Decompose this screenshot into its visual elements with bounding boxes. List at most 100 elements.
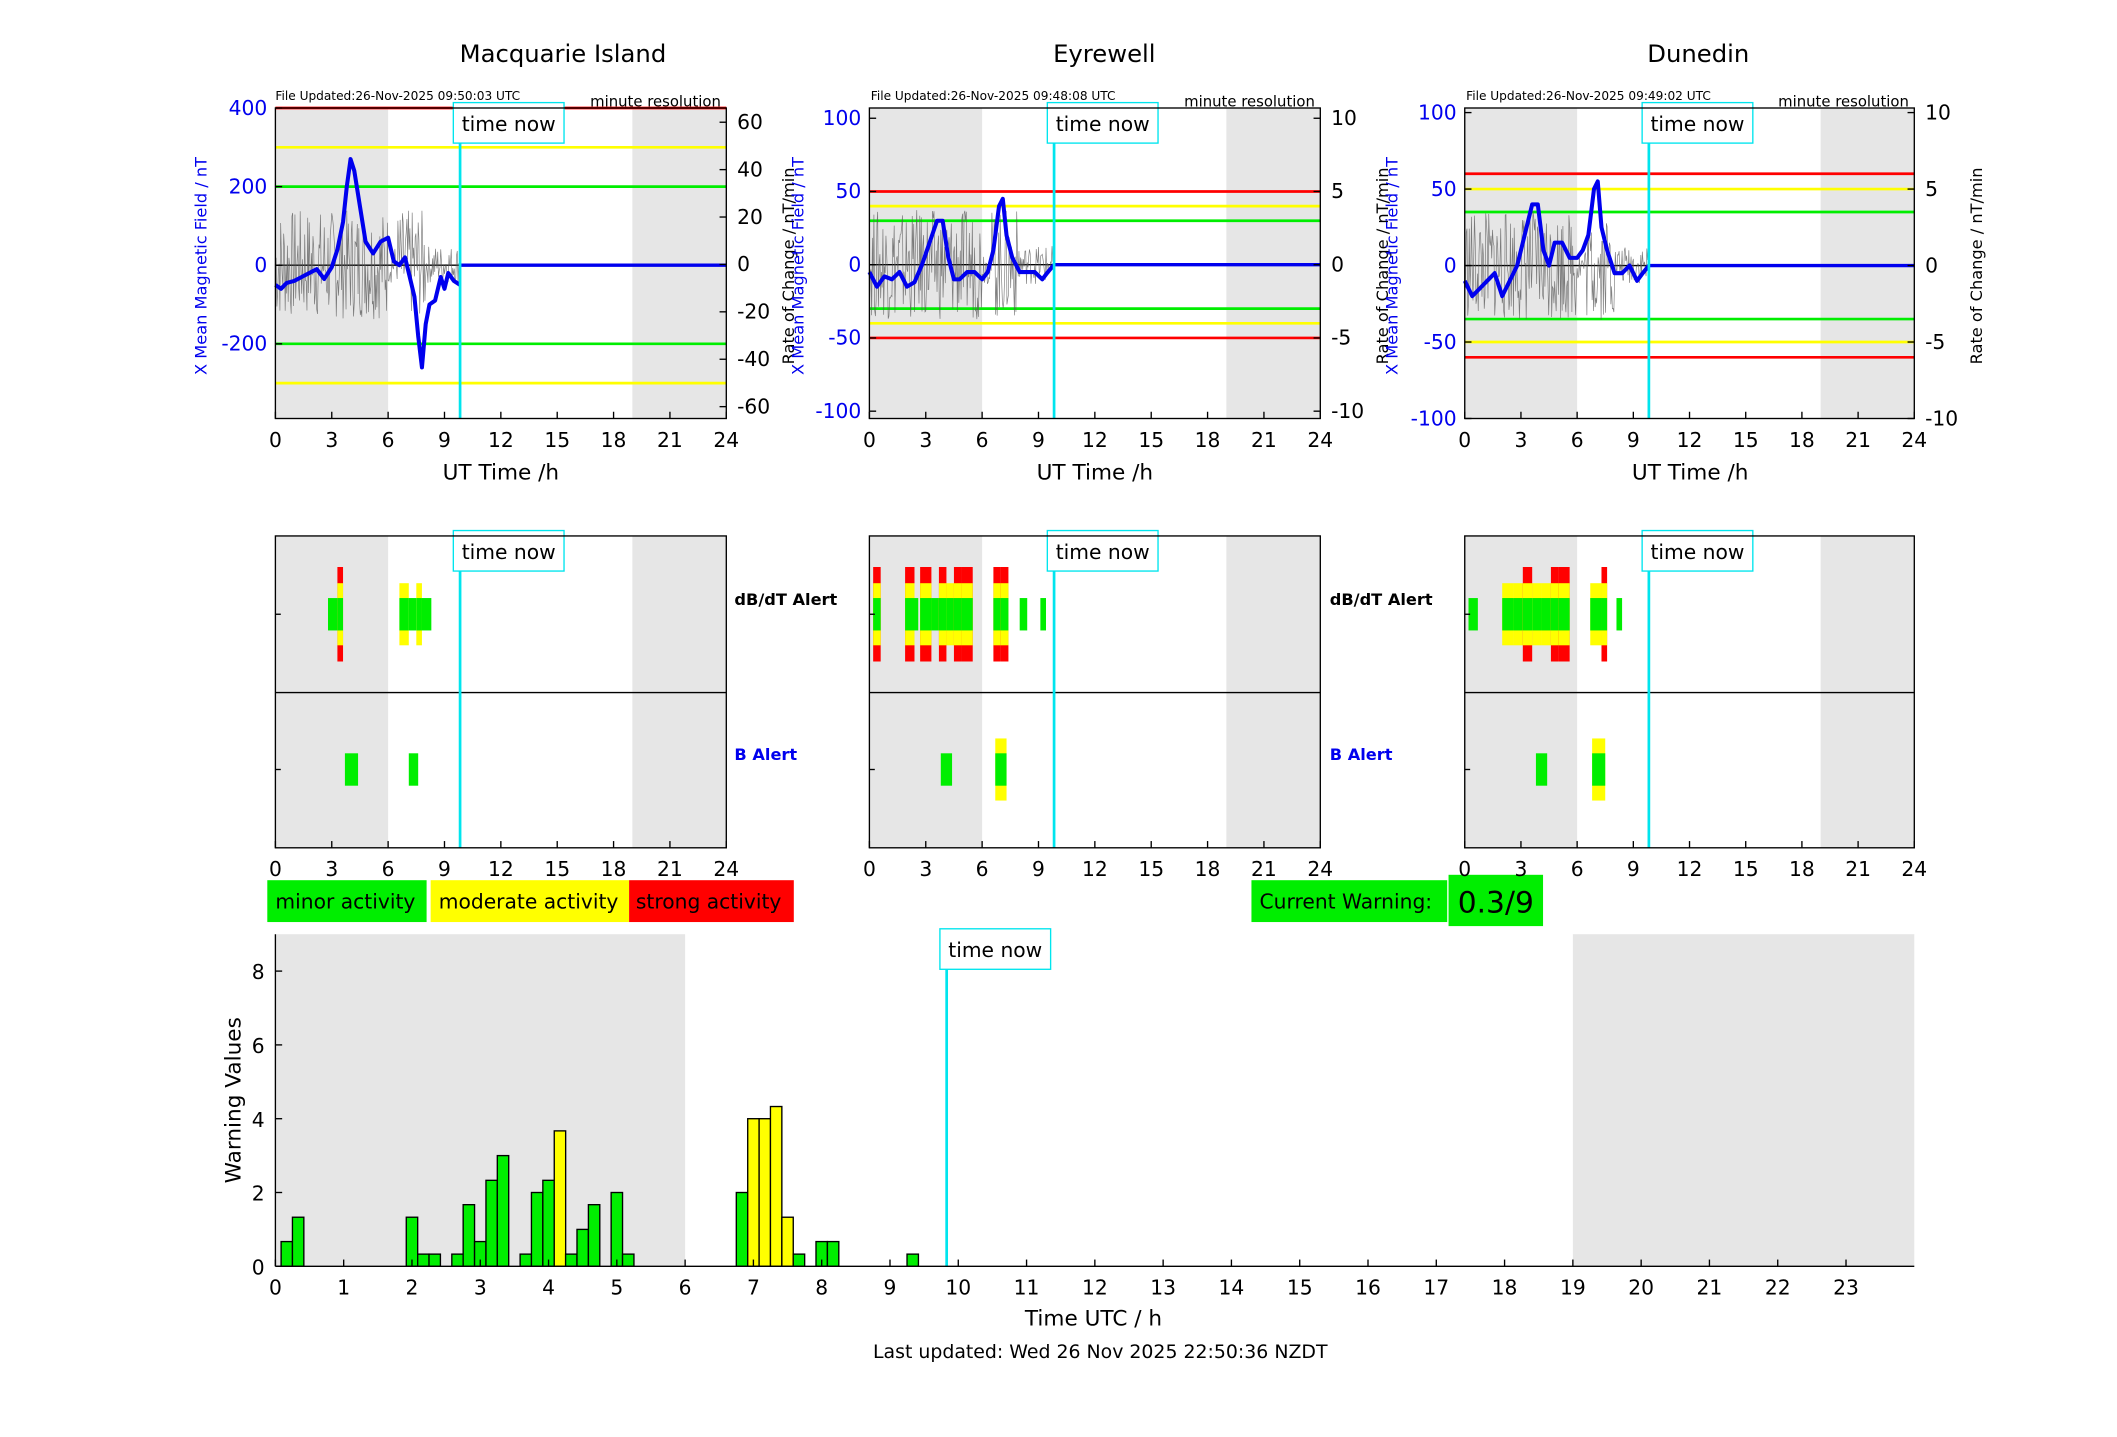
- warning-x-tick-label-9: 9: [884, 1276, 897, 1300]
- dbdt-alert-mark-alert-dunedin-10: [1616, 598, 1623, 631]
- warning-bar-13: [553, 1130, 567, 1267]
- dbdt-alert-label-1: dB/dT Alert: [734, 590, 837, 609]
- y-tick-right-label-macquarie-island--40: -40: [737, 347, 770, 371]
- y-tick-left-label-eyrewell-0: 0: [848, 252, 861, 276]
- warning-x-tick-label-21: 21: [1697, 1276, 1723, 1300]
- y-tick-right-label-dunedin-5: 5: [1925, 177, 1938, 201]
- y-tick-right-label-eyrewell--5: -5: [1331, 326, 1351, 350]
- dbdt-alert-mark-alert-macquarie-island-2-inner: [399, 598, 409, 631]
- y-tick-right-label-dunedin--5: -5: [1925, 330, 1945, 354]
- x-tick-label-alert-macquarie-island-9: 9: [438, 857, 451, 881]
- x-tick-label-alert-eyrewell-12: 12: [1082, 857, 1108, 881]
- warning-bar-24: [792, 1253, 806, 1267]
- dbdt-alert-mark-alert-eyrewell-9-inner: [993, 598, 1001, 631]
- x-tick-label-eyrewell-0: 0: [863, 428, 876, 452]
- dbdt-alert-mark-alert-dunedin-3-inner: [1522, 598, 1533, 631]
- dbdt-alert-mark-alert-dunedin-1-inner: [1502, 598, 1514, 631]
- night-shade-eyrewell-0: [869, 108, 983, 419]
- x-tick-label-macquarie-island-21: 21: [657, 428, 683, 452]
- ylabel-left-dunedin: X Mean Magnetic Field / nT: [1382, 157, 1401, 375]
- x-tick-label-macquarie-island-12: 12: [488, 428, 514, 452]
- x-tick-label-eyrewell-9: 9: [1032, 428, 1045, 452]
- warning-bar-1: [291, 1216, 305, 1267]
- dbdt-alert-mark-alert-dunedin-9-inner: [1601, 598, 1608, 631]
- time-now-label-alert-macquarie-island: time now: [462, 540, 556, 564]
- x-tick-label-eyrewell-21: 21: [1251, 428, 1277, 452]
- warning-bar-5: [451, 1253, 464, 1267]
- y-tick-right-label-dunedin--10: -10: [1925, 406, 1958, 430]
- dbdt-alert-mark-alert-eyrewell-7-inner: [953, 598, 962, 631]
- dbdt-alert-mark-alert-dunedin-0: [1468, 598, 1478, 631]
- b-alert-label-1: B Alert: [734, 745, 797, 764]
- ylabel-right-eyrewell: Rate of Change / nT/min: [1373, 168, 1392, 365]
- y-tick-left-label-macquarie-island--200: -200: [221, 332, 267, 356]
- time-now-box-dunedin: [1641, 101, 1754, 144]
- y-tick-right-label-eyrewell-5: 5: [1331, 179, 1344, 203]
- y-tick-left-label-dunedin-0: 0: [1444, 253, 1457, 277]
- x-tick-label-dunedin-15: 15: [1733, 428, 1759, 452]
- warning-x-tick-label-22: 22: [1765, 1276, 1791, 1300]
- warning-xlabel: Time UTC / h: [1024, 1307, 1162, 1332]
- warning-x-tick-label-0: 0: [269, 1276, 282, 1300]
- warning-x-tick-label-7: 7: [747, 1276, 760, 1300]
- series-line-macquarie-island-0: [274, 157, 462, 370]
- x-tick-label-dunedin-6: 6: [1571, 428, 1584, 452]
- warning-y-tick-label-2: 2: [252, 1182, 265, 1206]
- dbdt-alert-mark-alert-eyrewell-2: [914, 598, 919, 631]
- dbdt-alert-mark-alert-dunedin-6-inner: [1550, 598, 1559, 631]
- warning-x-tick-label-17: 17: [1423, 1276, 1449, 1300]
- warning-x-tick-label-1: 1: [337, 1276, 350, 1300]
- x-tick-label-macquarie-island-9: 9: [438, 428, 451, 452]
- dbdt-alert-mark-alert-eyrewell-1-inner: [905, 598, 915, 631]
- time-now-label-dunedin: time now: [1650, 112, 1744, 136]
- b-alert-mark-alert-eyrewell-1-inner: [995, 753, 1007, 786]
- y-tick-right-label-macquarie-island--60: -60: [737, 394, 770, 418]
- warning-bar-20: [747, 1118, 760, 1267]
- station-title-macquarie: Macquarie Island: [460, 39, 667, 68]
- dbdt-alert-mark-alert-eyrewell-0-inner: [873, 598, 881, 631]
- night-shade-warning-0: [275, 934, 686, 1267]
- dbdt-alert-mark-alert-eyrewell-12: [1040, 598, 1047, 631]
- y-tick-left-label-dunedin--50: -50: [1424, 330, 1457, 354]
- x-tick-label-alert-macquarie-island-21: 21: [657, 857, 683, 881]
- time-now-box-macquarie-island: [452, 101, 565, 144]
- warning-bar-18: [621, 1253, 635, 1267]
- warning-x-tick-label-4: 4: [542, 1276, 555, 1300]
- x-tick-label-dunedin-0: 0: [1458, 428, 1471, 452]
- warning-x-tick-label-16: 16: [1355, 1276, 1381, 1300]
- time-now-label-alert-dunedin: time now: [1650, 540, 1744, 564]
- x-tick-label-alert-eyrewell-3: 3: [919, 857, 932, 881]
- resolution-dunedin: minute resolution: [1778, 93, 1909, 111]
- x-tick-label-alert-dunedin-18: 18: [1789, 857, 1815, 881]
- dbdt-alert-mark-alert-eyrewell-4: [931, 598, 939, 631]
- y-tick-right-label-macquarie-island-60: 60: [737, 110, 763, 134]
- warning-x-tick-label-6: 6: [679, 1276, 692, 1300]
- x-tick-label-macquarie-island-24: 24: [713, 428, 739, 452]
- x-tick-label-alert-eyrewell-18: 18: [1195, 857, 1221, 881]
- xlabel-dunedin: UT Time /h: [1632, 460, 1749, 485]
- warning-x-tick-label-5: 5: [610, 1276, 623, 1300]
- warning-bar-15: [576, 1228, 590, 1267]
- x-tick-label-eyrewell-18: 18: [1195, 428, 1221, 452]
- warning-bar-6: [462, 1204, 476, 1267]
- y-tick-left-label-macquarie-island-200: 200: [229, 174, 268, 198]
- warning-bar-3: [417, 1253, 430, 1267]
- y-tick-left-label-macquarie-island-400: 400: [229, 96, 268, 120]
- x-tick-label-alert-dunedin-21: 21: [1845, 857, 1871, 881]
- x-tick-label-dunedin-12: 12: [1677, 428, 1703, 452]
- warning-bar-23: [781, 1216, 794, 1267]
- b-alert-mark-alert-macquarie-island-0: [344, 753, 359, 786]
- x-tick-label-macquarie-island-6: 6: [382, 428, 395, 452]
- station-title-eyrewell: Eyrewell: [1053, 39, 1155, 68]
- warning-x-tick-label-15: 15: [1287, 1276, 1313, 1300]
- warning-bar-19: [735, 1191, 749, 1267]
- x-tick-label-dunedin-9: 9: [1627, 428, 1640, 452]
- legend-moderate-label: moderate activity: [439, 890, 619, 914]
- current-warning-value: 0.3/9: [1458, 886, 1534, 921]
- warning-bar-14: [564, 1253, 578, 1267]
- y-tick-right-label-macquarie-island--20: -20: [737, 300, 770, 324]
- x-tick-label-eyrewell-6: 6: [976, 428, 989, 452]
- x-tick-label-alert-dunedin-24: 24: [1901, 857, 1927, 881]
- night-shade-dunedin-1: [1820, 108, 1915, 419]
